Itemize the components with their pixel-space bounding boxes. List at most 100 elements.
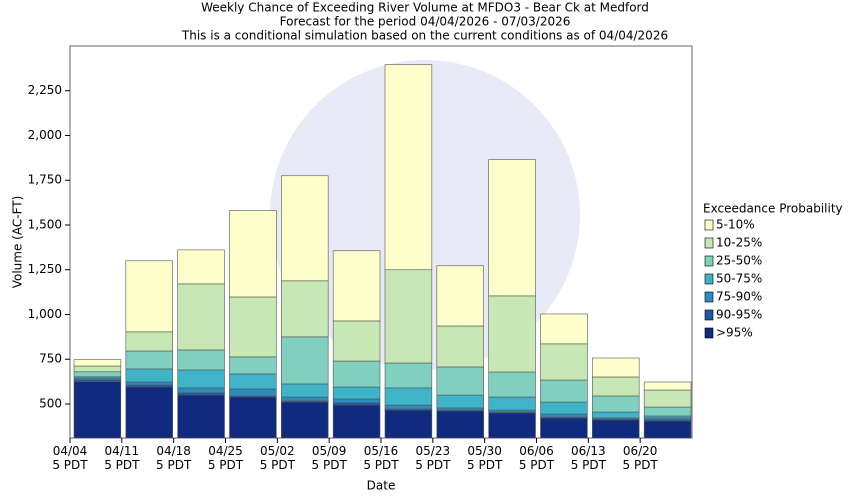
bar-segment	[177, 369, 225, 389]
bar-segment	[332, 360, 381, 388]
bar-segment	[125, 386, 173, 439]
bar-segment	[332, 386, 381, 400]
bar-segment	[384, 362, 433, 389]
bar-segment	[540, 413, 588, 418]
bar-segment	[229, 296, 277, 358]
legend-label: 50-75%	[716, 272, 762, 286]
bar-segment	[592, 411, 640, 419]
x-tick-label: 05/23 5 PDT	[415, 444, 451, 472]
x-tick-label: 04/04 5 PDT	[52, 444, 88, 472]
legend-label: 90-95%	[716, 308, 762, 322]
legend-label: 25-50%	[716, 254, 762, 268]
legend-swatch	[704, 309, 714, 321]
bar-segment	[229, 356, 277, 375]
bar-segment	[177, 394, 225, 439]
bar-segment	[229, 210, 277, 298]
bar-segment	[281, 175, 329, 282]
chart-title: Weekly Chance of Exceeding River Volume …	[201, 1, 649, 15]
bar-segment	[488, 371, 536, 398]
y-tick-label: 1,750	[28, 173, 62, 187]
y-axis-label: Volume (AC-FT)	[11, 196, 25, 289]
bar-segment	[177, 349, 225, 371]
y-tick-label: 1,250	[28, 262, 62, 276]
bar-segment	[540, 313, 588, 345]
bar-segment	[73, 381, 122, 439]
bar-segment	[281, 336, 329, 385]
bar-segment	[540, 343, 588, 381]
y-tick-label: 2,000	[28, 128, 62, 142]
bar-segment	[384, 409, 433, 439]
bar-segment	[540, 401, 588, 415]
legend-swatch	[704, 237, 714, 249]
bar-segment	[229, 388, 277, 397]
bar-segment	[436, 265, 484, 327]
bar-segment	[125, 260, 173, 333]
chart-subtitle: Forecast for the period 04/04/2026 - 07/…	[280, 15, 571, 29]
bar-segment	[125, 331, 173, 352]
bar-segment	[384, 269, 433, 364]
bar-segment	[332, 402, 381, 406]
bar-segment	[177, 283, 225, 351]
bar-segment	[384, 387, 433, 406]
bar-segment	[229, 396, 277, 439]
legend-label: >95%	[716, 326, 753, 340]
bar-segment	[281, 401, 329, 439]
bar-segment	[436, 394, 484, 409]
bar-segment	[436, 407, 484, 411]
y-tick-label: 1,500	[28, 217, 62, 231]
bar-segment	[643, 406, 692, 417]
bar-segment	[332, 404, 381, 439]
bar-segment	[384, 64, 433, 271]
legend-swatch	[704, 327, 714, 339]
bar-segment	[436, 366, 484, 396]
bar-segment	[488, 295, 536, 373]
y-tick-label: 2,250	[28, 83, 62, 97]
bar-segment	[488, 412, 536, 439]
x-tick-label: 06/06 5 PDT	[519, 444, 555, 472]
bar-segment	[592, 395, 640, 413]
bar-segment	[592, 357, 640, 378]
bar-segment	[229, 373, 277, 390]
legend-label: 10-25%	[716, 236, 762, 250]
bar-segment	[384, 404, 433, 410]
legend-swatch	[704, 219, 714, 231]
bar-segment	[73, 371, 122, 378]
bar-segment	[73, 365, 122, 373]
x-tick-label: 05/09 5 PDT	[312, 444, 348, 472]
x-tick-label: 06/20 5 PDT	[623, 444, 659, 472]
bar-segment	[177, 249, 225, 285]
bar-segment	[177, 387, 225, 394]
bar-segment	[125, 350, 173, 370]
legend-swatch	[704, 273, 714, 285]
bar-segment	[73, 359, 122, 367]
x-tick-label: 05/30 5 PDT	[467, 444, 503, 472]
legend-swatch	[704, 291, 714, 303]
bar-segment	[643, 420, 692, 439]
bar-segment	[540, 417, 588, 439]
x-tick-label: 06/13 5 PDT	[571, 444, 607, 472]
bar-segment	[540, 379, 588, 403]
bar-segment	[281, 383, 329, 398]
legend-label: 75-90%	[716, 290, 762, 304]
bar-segment	[436, 410, 484, 439]
bar-segment	[125, 368, 173, 383]
bar-segment	[125, 381, 173, 386]
y-tick-label: 750	[39, 352, 62, 366]
y-tick-label: 500	[39, 396, 62, 410]
bar-segment	[332, 398, 381, 404]
x-axis-label: Date	[367, 479, 396, 493]
bar-segment	[332, 250, 381, 322]
x-tick-label: 05/16 5 PDT	[363, 444, 399, 472]
legend-label: 5-10%	[716, 218, 755, 232]
bar-segment	[643, 389, 692, 408]
x-tick-label: 04/11 5 PDT	[104, 444, 140, 472]
chart-note: This is a conditional simulation based o…	[181, 29, 668, 43]
bar-segment	[281, 396, 329, 402]
bar-segment	[488, 396, 536, 411]
y-tick-label: 1,000	[28, 307, 62, 321]
bar-segment	[488, 159, 536, 297]
bar-segment	[592, 419, 640, 439]
legend-swatch	[704, 255, 714, 267]
bar-segment	[281, 280, 329, 338]
